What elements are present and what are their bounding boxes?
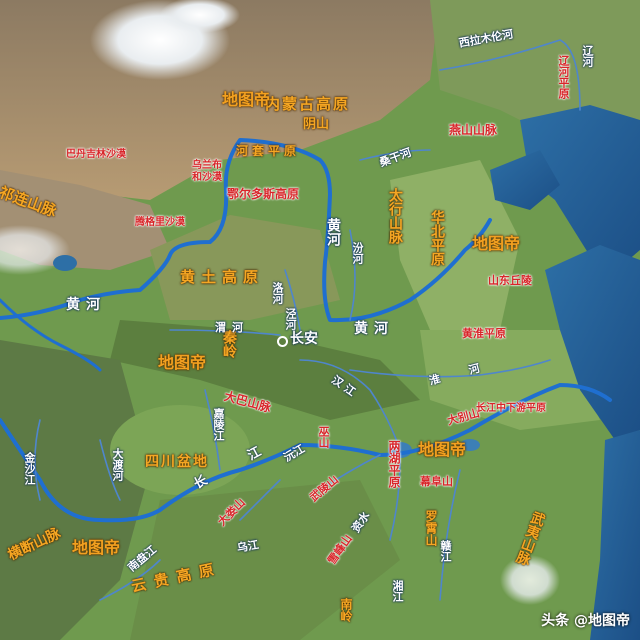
river-huanghe-east: 黄河 [354,321,394,337]
region-mufu: 幕阜山 [420,475,453,488]
river-weihe: 渭河 [215,321,249,334]
region-wushan: 巫山 [317,426,330,448]
region-hetao: 河套平原 [236,144,301,158]
river-luohe: 洛河 [271,282,284,304]
region-yinshan: 阴山 [303,117,330,132]
region-ulanbuh-desert: 乌兰布和沙漠 [192,160,222,183]
river-dadu: 大渡河 [111,448,124,481]
region-shandong: 山东丘陵 [488,274,532,287]
river-jinsha: 金沙江 [23,452,36,485]
watermark: 地图帝 [222,90,271,109]
watermark: 地图帝 [472,234,521,253]
city-changan: 长安 [290,331,318,347]
region-badain-desert: 巴丹吉林沙漠 [66,149,126,160]
region-liaohe-plain: 辽河平原 [557,55,570,99]
region-huabei: 华北平原 [429,210,445,266]
region-eerduosi: 鄂尔多斯高原 [227,187,300,201]
region-sichuan: 四川盆地 [145,454,209,470]
watermark: 地图帝 [418,440,467,459]
region-changjiang-plain: 长江中下游平原 [476,403,546,414]
region-huangtu: 黄土高原 [180,268,265,286]
footer-credit: 头条 @地图帝 [541,613,630,629]
region-taihang: 太行山脉 [387,188,403,244]
river-wujiang: 乌江 [235,538,260,555]
region-luoxiao: 罗霄山 [424,510,438,546]
watermark: 地图帝 [158,353,207,372]
changan-city-marker-icon [277,336,288,347]
region-nanling: 南岭 [339,598,353,622]
river-liaohe: 辽河 [581,45,594,67]
region-neimeng: 内蒙古高原 [265,95,351,113]
river-xiangjiang: 湘江 [391,580,404,602]
river-huanghe-north: 黄河 [325,218,341,246]
river-huanghe-west: 黄河 [66,297,106,313]
region-yanshan: 燕山山脉 [449,123,498,137]
watermark: 地图帝 [72,538,121,557]
region-qinling: 秦岭 [221,330,237,358]
region-tengger-desert: 腾格里沙漠 [135,217,185,228]
river-ganjiang: 赣江 [439,540,452,562]
river-jialing: 嘉陵江 [212,408,225,441]
region-lianghu: 两湖平原 [387,440,401,488]
river-jinghe: 泾河 [284,308,297,330]
river-fenhe: 汾河 [351,242,364,264]
region-huanghuai: 黄淮平原 [462,327,506,340]
